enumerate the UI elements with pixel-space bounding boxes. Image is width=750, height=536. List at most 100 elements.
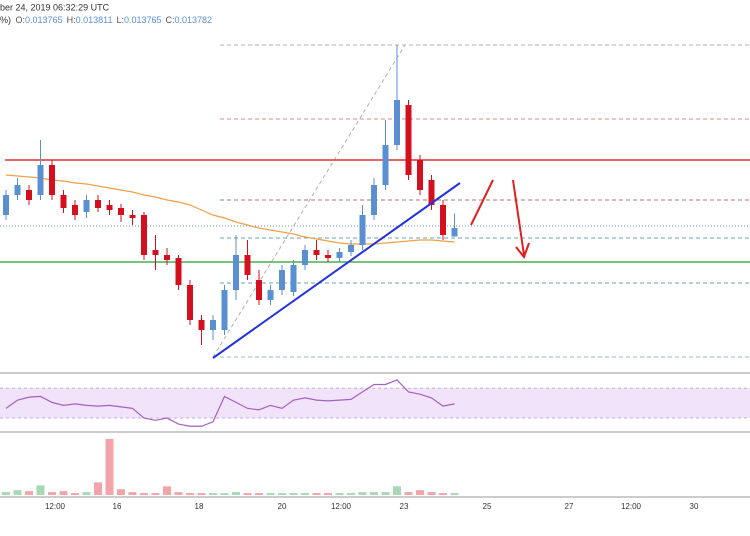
volume-bar [105, 438, 114, 495]
candle-body [440, 205, 446, 235]
volume-bar [94, 482, 102, 495]
volume-bar [163, 486, 171, 495]
volume-bar [209, 493, 217, 495]
volume-bar [82, 492, 91, 495]
arrow-up [470, 179, 494, 226]
candle-body [394, 100, 400, 145]
header-label: C: [166, 15, 175, 25]
volume-bar [25, 491, 33, 495]
x-tick-label: 30 [690, 502, 699, 511]
header-label: H: [67, 15, 76, 25]
candle-body [313, 250, 320, 255]
arrows [470, 179, 530, 260]
volume-bar [117, 489, 125, 495]
candle-body [152, 250, 159, 255]
x-tick-label: 23 [400, 502, 409, 511]
volume-bar [232, 492, 240, 495]
candle-body [26, 190, 32, 200]
volume-bar [416, 490, 424, 495]
rsi-band [0, 388, 750, 419]
timestamp: ber 24, 2019 06:32:29 UTC [0, 2, 110, 12]
main-panel [3, 45, 458, 345]
x-tick-label: 12:00 [331, 502, 352, 511]
candle-body [95, 200, 101, 208]
x-tick-label: 18 [195, 502, 204, 511]
volume-bar [197, 493, 206, 495]
x-tick-label: 12:00 [45, 502, 66, 511]
fib-diagonal [212, 44, 406, 358]
header-value: 0.013765 [124, 15, 162, 25]
volume-bar [174, 492, 183, 495]
candle-body [336, 252, 343, 258]
candle-body [302, 250, 308, 265]
candle-body [49, 165, 55, 195]
header-value: 0.013765 [25, 15, 63, 25]
candle-body [141, 215, 147, 255]
candle-body [256, 280, 262, 300]
candle-body [118, 208, 124, 215]
header-prefix: %) [0, 15, 11, 25]
candle-body [106, 205, 113, 210]
rsi-line [5, 379, 455, 427]
candle-body [164, 255, 170, 260]
volume-bar [13, 490, 22, 495]
volume-bar [439, 493, 447, 495]
candle-body [175, 258, 182, 285]
volume-bar [301, 493, 309, 495]
candle-body [279, 270, 285, 290]
candle-body [348, 245, 354, 252]
volume-bar [151, 493, 160, 495]
volume-bar [36, 485, 45, 495]
candle-body [428, 180, 435, 205]
volume-bar [427, 492, 436, 495]
candle-body [37, 165, 44, 195]
volume-panel [2, 438, 459, 495]
candle-body [325, 255, 331, 258]
volume-bar [404, 492, 413, 495]
volume-bar [255, 493, 263, 495]
volume-bar [278, 493, 286, 495]
volume-bar [358, 492, 367, 495]
candle-body [60, 195, 67, 208]
candle-body [198, 320, 205, 330]
candle-body [267, 290, 274, 300]
candle-body [359, 215, 366, 245]
candle-body [451, 228, 458, 237]
candle-body [244, 255, 251, 275]
candle-body [417, 160, 423, 190]
volume-bar [450, 493, 459, 495]
volume-bar [59, 491, 68, 495]
volume-bar [393, 486, 401, 495]
candle-body [290, 265, 297, 292]
volume-bar [140, 493, 148, 495]
volume-bar [289, 493, 298, 495]
trend-line [212, 182, 461, 359]
volume-bar [335, 493, 344, 495]
candle-body [72, 205, 78, 215]
volume-bar [186, 493, 194, 495]
volume-bar [370, 492, 378, 495]
header-label: O: [16, 15, 26, 25]
candle-body [405, 105, 412, 175]
volume-bar [243, 493, 252, 495]
header-value: 0.013811 [76, 15, 113, 25]
candle-body [187, 285, 193, 320]
candle-body [83, 200, 90, 212]
candle-body [210, 320, 216, 330]
volume-bar [312, 493, 321, 495]
volume-bar [220, 493, 229, 495]
x-tick-label: 25 [483, 502, 492, 511]
volume-bar [2, 492, 10, 495]
volume-bar [266, 493, 275, 495]
volume-bar [324, 493, 332, 495]
volume-bar [71, 493, 79, 495]
candle-body [129, 215, 136, 218]
candle-body [221, 290, 228, 330]
volume-bar [347, 493, 355, 495]
ohlc-header: %) O:0.013765 H:0.013811 L:0.013765 C:0.013… [0, 15, 212, 25]
x-tick-label: 12:00 [621, 502, 642, 511]
volume-bar [381, 492, 390, 495]
volume-bar [128, 492, 137, 495]
